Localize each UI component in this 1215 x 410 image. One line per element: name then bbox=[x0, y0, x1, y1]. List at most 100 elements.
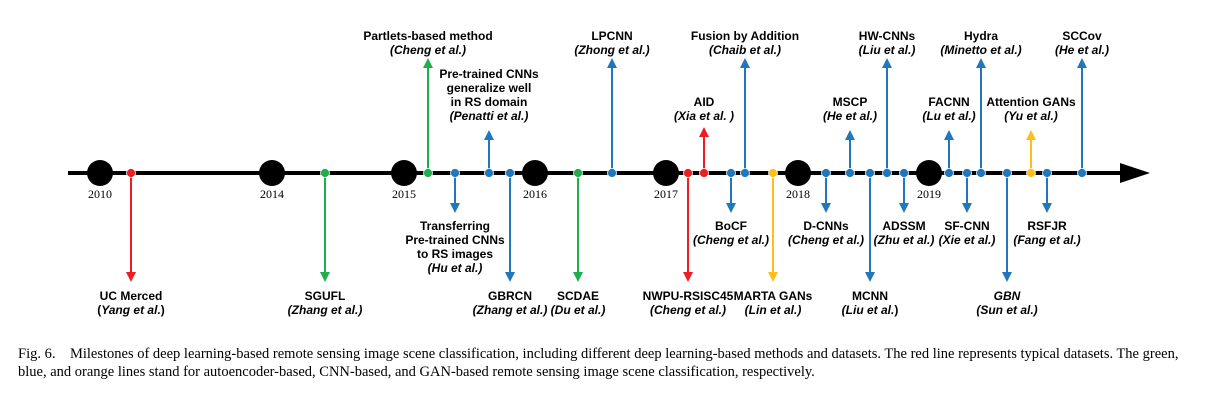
fusion-label: Fusion by Addition(Chaib et al.) bbox=[691, 29, 799, 57]
milestone-dots bbox=[126, 168, 1087, 178]
adssm-label-line-0: ADSSM bbox=[882, 219, 925, 233]
hydra-label: Hydra(Minetto et al.) bbox=[940, 29, 1021, 57]
dcnns-arrowhead bbox=[821, 203, 831, 213]
mscp-arrowhead bbox=[845, 130, 855, 140]
transferring-label-line-1: Pre-trained CNNs bbox=[405, 233, 505, 247]
uc-merced-label-line-1: (Yang et al.) bbox=[97, 303, 165, 317]
fusion-dot bbox=[740, 168, 750, 178]
milestone-labels: UC Merced(Yang et al.) SGUFL(Zhang et al.… bbox=[97, 29, 1109, 317]
uc-merced-dot bbox=[126, 168, 136, 178]
hwcnns-dot bbox=[882, 168, 892, 178]
sfcnn-label: SF-CNN(Xie et al.) bbox=[939, 219, 996, 247]
hwcnns-label: HW-CNNs(Liu et al.) bbox=[859, 29, 916, 57]
facnn-label-line-0: FACNN bbox=[928, 95, 969, 109]
facnn-label-line-1: (Lu et al.) bbox=[922, 109, 975, 123]
nwpu-arrowhead bbox=[683, 272, 693, 282]
attention-label: Attention GANs(Yu et al.) bbox=[986, 95, 1076, 123]
marta-label-line-0: MARTA GANs bbox=[734, 289, 813, 303]
year-marker-2018 bbox=[785, 160, 811, 186]
year-label-2010: 2010 bbox=[88, 187, 112, 201]
caption-text: Milestones of deep learning-based remote… bbox=[18, 346, 1179, 380]
hwcnns-label-line-0: HW-CNNs bbox=[859, 29, 916, 43]
mcnn-label: MCNN(Liu et al.) bbox=[842, 289, 899, 317]
hwcnns-arrowhead bbox=[882, 58, 892, 68]
year-label-2017: 2017 bbox=[654, 187, 678, 201]
transferring-label-line-2: to RS images bbox=[417, 247, 493, 261]
uc-merced-label-line-0: UC Merced bbox=[100, 289, 163, 303]
pretrained-label-line-3: (Penatti et al.) bbox=[450, 109, 529, 123]
sgufl-dot bbox=[320, 168, 330, 178]
transferring-label-line-0: Transferring bbox=[420, 219, 490, 233]
scdae-label: SCDAE(Du et al.) bbox=[551, 289, 606, 317]
mcnn-label-part: ) bbox=[894, 303, 898, 317]
aid-label-line-0: AID bbox=[694, 95, 715, 109]
nwpu-label-line-1: (Cheng et al.) bbox=[650, 303, 726, 317]
pretrained-arrowhead bbox=[484, 130, 494, 140]
year-marker-2016 bbox=[522, 160, 548, 186]
mscp-label: MSCP(He et al.) bbox=[823, 95, 877, 123]
lpcnn-dot bbox=[607, 168, 617, 178]
uc-merced-label: UC Merced(Yang et al.) bbox=[97, 289, 165, 317]
aid-dot bbox=[699, 168, 709, 178]
pretrained-label-line-2: in RS domain bbox=[451, 95, 528, 109]
marta-arrowhead bbox=[768, 272, 778, 282]
sgufl-label-line-0: SGUFL bbox=[305, 289, 346, 303]
sfcnn-label-line-1: (Xie et al.) bbox=[939, 233, 996, 247]
mscp-dot bbox=[845, 168, 855, 178]
sccov-label-line-1: (He et al.) bbox=[1055, 43, 1109, 57]
bocf-dot bbox=[726, 168, 736, 178]
dcnns-label-line-1: (Cheng et al.) bbox=[788, 233, 864, 247]
sfcnn-arrowhead bbox=[962, 203, 972, 213]
timeline-arrowhead bbox=[1120, 163, 1150, 183]
gbn-dot bbox=[1002, 168, 1012, 178]
pretrained-dot bbox=[484, 168, 494, 178]
year-label-2014: 2014 bbox=[260, 187, 284, 201]
hwcnns-label-line-1: (Liu et al.) bbox=[859, 43, 916, 57]
sccov-label-line-0: SCCov bbox=[1062, 29, 1102, 43]
rsfjr-arrowhead bbox=[1042, 203, 1052, 213]
uc-merced-label-part: Yang et al. bbox=[101, 303, 161, 317]
mscp-label-line-0: MSCP bbox=[833, 95, 868, 109]
fusion-label-line-0: Fusion by Addition bbox=[691, 29, 799, 43]
adssm-label: ADSSM(Zhu et al.) bbox=[874, 219, 935, 247]
sfcnn-dot bbox=[962, 168, 972, 178]
attention-label-line-1: (Yu et al.) bbox=[1004, 109, 1058, 123]
sgufl-arrowhead bbox=[320, 272, 330, 282]
hydra-label-line-1: (Minetto et al.) bbox=[940, 43, 1021, 57]
year-label-2015: 2015 bbox=[392, 187, 416, 201]
bocf-label: BoCF(Cheng et al.) bbox=[693, 219, 769, 247]
uc-merced-label-part: ) bbox=[161, 303, 165, 317]
year-label-2016: 2016 bbox=[523, 187, 547, 201]
year-marker-2015 bbox=[391, 160, 417, 186]
mscp-label-line-1: (He et al.) bbox=[823, 109, 877, 123]
sccov-dot bbox=[1077, 168, 1087, 178]
sgufl-label-line-1: (Zhang et al.) bbox=[288, 303, 363, 317]
sccov-arrowhead bbox=[1077, 58, 1087, 68]
gbrcn-dot bbox=[505, 168, 515, 178]
adssm-dot bbox=[899, 168, 909, 178]
mcnn-label-part: (Liu et al. bbox=[842, 303, 895, 317]
rsfjr-dot bbox=[1042, 168, 1052, 178]
caption-prefix: Fig. 6. bbox=[18, 346, 56, 362]
marta-label-line-1: (Lin et al.) bbox=[745, 303, 802, 317]
aid-arrowhead bbox=[699, 127, 709, 137]
hydra-label-line-0: Hydra bbox=[964, 29, 998, 43]
uc-merced-label-part: ( bbox=[97, 303, 101, 317]
facnn-arrowhead bbox=[944, 130, 954, 140]
mcnn-label-line-1: (Liu et al.) bbox=[842, 303, 899, 317]
gbrcn-arrowhead bbox=[505, 272, 515, 282]
rsfjr-label-line-0: RSFJR bbox=[1027, 219, 1067, 233]
adssm-arrowhead bbox=[899, 203, 909, 213]
attention-label-line-0: Attention GANs bbox=[986, 95, 1076, 109]
bocf-label-line-0: BoCF bbox=[715, 219, 747, 233]
partlets-arrowhead bbox=[423, 58, 433, 68]
partlets-label-line-0: Partlets-based method bbox=[363, 29, 492, 43]
scdae-label-line-0: SCDAE bbox=[557, 289, 599, 303]
lpcnn-arrowhead bbox=[607, 58, 617, 68]
nwpu-dot bbox=[683, 168, 693, 178]
sgufl-label: SGUFL(Zhang et al.) bbox=[288, 289, 363, 317]
facnn-label: FACNN(Lu et al.) bbox=[922, 95, 975, 123]
attention-dot bbox=[1026, 168, 1036, 178]
